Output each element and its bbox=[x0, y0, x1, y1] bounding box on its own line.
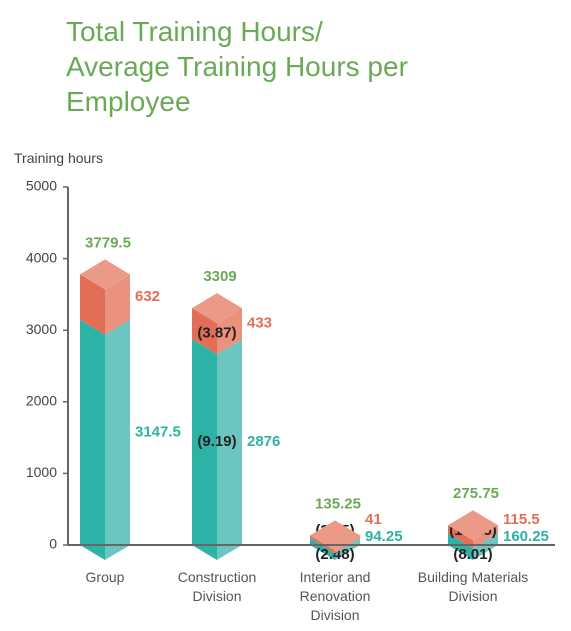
x-tick-label: Building Materials Division bbox=[417, 569, 529, 604]
bar-top bbox=[448, 510, 498, 541]
bar-face-left bbox=[192, 308, 217, 355]
total-label: 3779.5 bbox=[85, 234, 131, 251]
y-tick-label: 4000 bbox=[26, 249, 57, 265]
value-label: 3147.5 bbox=[135, 423, 181, 440]
value-label: 433 bbox=[247, 315, 272, 332]
bar-face-right bbox=[473, 525, 498, 549]
bar-face-left bbox=[80, 274, 105, 335]
value-label: 160.25 bbox=[503, 528, 549, 545]
bar-top bbox=[80, 259, 130, 290]
average-label: (8.01) bbox=[453, 546, 492, 563]
average-label: (9.19) bbox=[197, 433, 236, 450]
y-tick-label: 3000 bbox=[26, 321, 57, 337]
bar-face-right bbox=[335, 538, 360, 560]
bar-face-left bbox=[192, 339, 217, 560]
total-label: 135.25 bbox=[315, 495, 361, 512]
bar-face-right bbox=[217, 308, 242, 355]
bar-face-right bbox=[473, 533, 498, 560]
bar-face-right bbox=[105, 319, 130, 560]
bar-top bbox=[310, 520, 360, 551]
chart-title: Total Training Hours/ Average Training H… bbox=[66, 16, 408, 117]
total-label: 3309 bbox=[203, 268, 236, 285]
average-label: (2.48) bbox=[315, 546, 354, 563]
bar-face-right bbox=[105, 274, 130, 335]
value-label: 2876 bbox=[247, 433, 280, 450]
average-label: (3.87) bbox=[197, 325, 236, 342]
bar-face-right bbox=[217, 339, 242, 560]
value-label: 115.5 bbox=[503, 511, 540, 528]
x-tick-label: Group bbox=[85, 569, 125, 585]
bar-face-left bbox=[80, 319, 105, 560]
y-tick-label: 1000 bbox=[26, 464, 57, 480]
value-label: 94.25 bbox=[365, 528, 403, 545]
value-label: 632 bbox=[135, 288, 160, 305]
y-tick-label: 0 bbox=[49, 536, 57, 552]
x-tick-label: Interior and Renovation Division bbox=[299, 569, 371, 623]
y-axis-title: Training hours bbox=[14, 150, 103, 166]
bar-face-left bbox=[448, 533, 473, 560]
total-label: 275.75 bbox=[453, 485, 499, 502]
x-tick-label: Construction Division bbox=[177, 569, 257, 604]
y-tick-label: 5000 bbox=[26, 178, 57, 194]
value-label: 41 bbox=[365, 511, 382, 528]
bar-face-left bbox=[310, 538, 335, 560]
bar-face-left bbox=[448, 525, 473, 549]
y-tick-label: 2000 bbox=[26, 393, 57, 409]
bar-top bbox=[192, 293, 242, 324]
